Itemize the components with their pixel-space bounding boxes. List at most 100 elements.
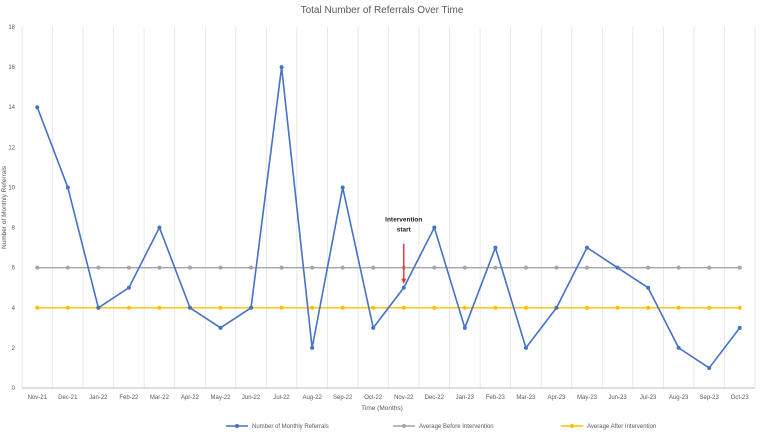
legend-label: Average After Intervention	[587, 424, 656, 430]
data-point	[279, 65, 284, 70]
y-tick-label: 12	[8, 145, 15, 151]
data-point	[249, 305, 254, 310]
data-point	[585, 265, 590, 270]
data-point	[310, 305, 315, 310]
legend-label: Average Before Intervention	[419, 424, 494, 430]
annotation-label: start	[397, 227, 412, 234]
data-point	[554, 265, 559, 270]
data-point	[65, 265, 70, 270]
x-tick-label: Jan-23	[456, 395, 475, 401]
data-point	[432, 225, 437, 230]
data-point	[676, 305, 681, 310]
x-tick-label: Feb-22	[119, 395, 139, 401]
data-point	[279, 265, 284, 270]
data-point	[401, 285, 406, 290]
data-point	[35, 305, 40, 310]
data-point	[462, 325, 467, 330]
data-point	[65, 305, 70, 310]
data-point	[585, 245, 590, 250]
y-tick-label: 16	[8, 65, 15, 71]
data-point	[96, 305, 101, 310]
data-point	[493, 245, 498, 250]
data-point	[737, 265, 742, 270]
x-tick-label: Aug-23	[669, 395, 689, 401]
data-point	[615, 305, 620, 310]
x-tick-label: Jun-23	[608, 395, 627, 401]
x-tick-label: Feb-23	[486, 395, 506, 401]
series-line	[36, 66, 741, 369]
data-point	[676, 345, 681, 350]
y-tick-label: 14	[8, 105, 15, 111]
data-point	[737, 325, 742, 330]
legend-swatch-marker	[235, 424, 239, 428]
x-tick-label: Nov-21	[28, 395, 48, 401]
data-point	[646, 305, 651, 310]
x-tick-label: Nov-22	[394, 395, 414, 401]
data-point	[462, 265, 467, 270]
x-tick-label: Apr-22	[181, 395, 200, 401]
data-point	[126, 305, 131, 310]
data-point	[676, 265, 681, 270]
data-point	[218, 325, 223, 330]
data-point	[279, 305, 284, 310]
data-point	[737, 305, 742, 310]
x-tick-label: Jan-22	[89, 395, 108, 401]
data-point	[157, 265, 162, 270]
y-tick-label: 4	[12, 306, 16, 312]
data-point	[157, 305, 162, 310]
data-point	[493, 305, 498, 310]
x-tick-label: May-22	[211, 395, 232, 401]
data-point	[96, 265, 101, 270]
legend-swatch-marker	[402, 424, 406, 428]
x-tick-label: Oct-23	[731, 395, 750, 401]
data-point	[187, 305, 192, 310]
data-point	[65, 185, 70, 190]
data-point	[310, 345, 315, 350]
data-point	[432, 265, 437, 270]
data-point	[401, 305, 406, 310]
data-point	[249, 265, 254, 270]
x-tick-label: Mar-22	[150, 395, 170, 401]
data-point	[707, 365, 712, 370]
data-point	[340, 265, 345, 270]
data-point	[187, 265, 192, 270]
annotation-label: Intervention	[385, 217, 422, 224]
chart-title: Total Number of Referrals Over Time	[301, 5, 464, 16]
data-point	[310, 265, 315, 270]
y-tick-label: 6	[12, 266, 16, 272]
data-point	[523, 345, 528, 350]
x-tick-label: Oct-22	[364, 395, 383, 401]
y-tick-label: 18	[8, 25, 15, 31]
y-tick-label: 2	[12, 346, 16, 352]
annotation-arrow-head	[401, 278, 407, 284]
x-tick-label: May-23	[577, 395, 598, 401]
data-point	[585, 305, 590, 310]
x-tick-label: Sep-23	[700, 395, 720, 401]
data-point	[218, 305, 223, 310]
data-point	[371, 305, 376, 310]
data-point	[340, 185, 345, 190]
data-point	[707, 265, 712, 270]
y-tick-label: 10	[8, 185, 15, 191]
data-point	[646, 265, 651, 270]
x-tick-label: Jun-22	[242, 395, 261, 401]
data-point	[646, 285, 651, 290]
data-point	[35, 265, 40, 270]
data-point	[615, 265, 620, 270]
data-point	[35, 105, 40, 110]
data-point	[707, 305, 712, 310]
data-point	[432, 305, 437, 310]
data-point	[523, 265, 528, 270]
data-point	[523, 305, 528, 310]
data-point	[126, 265, 131, 270]
x-axis-title: Time (Months)	[361, 405, 403, 412]
data-point	[371, 325, 376, 330]
y-tick-label: 0	[12, 386, 16, 392]
data-point	[493, 265, 498, 270]
legend-label: Number of Monthly Referrals	[252, 424, 329, 430]
y-axis-title: Number of Monthly Referrals	[1, 165, 8, 249]
data-point	[462, 305, 467, 310]
x-tick-label: Jul-22	[273, 395, 290, 401]
